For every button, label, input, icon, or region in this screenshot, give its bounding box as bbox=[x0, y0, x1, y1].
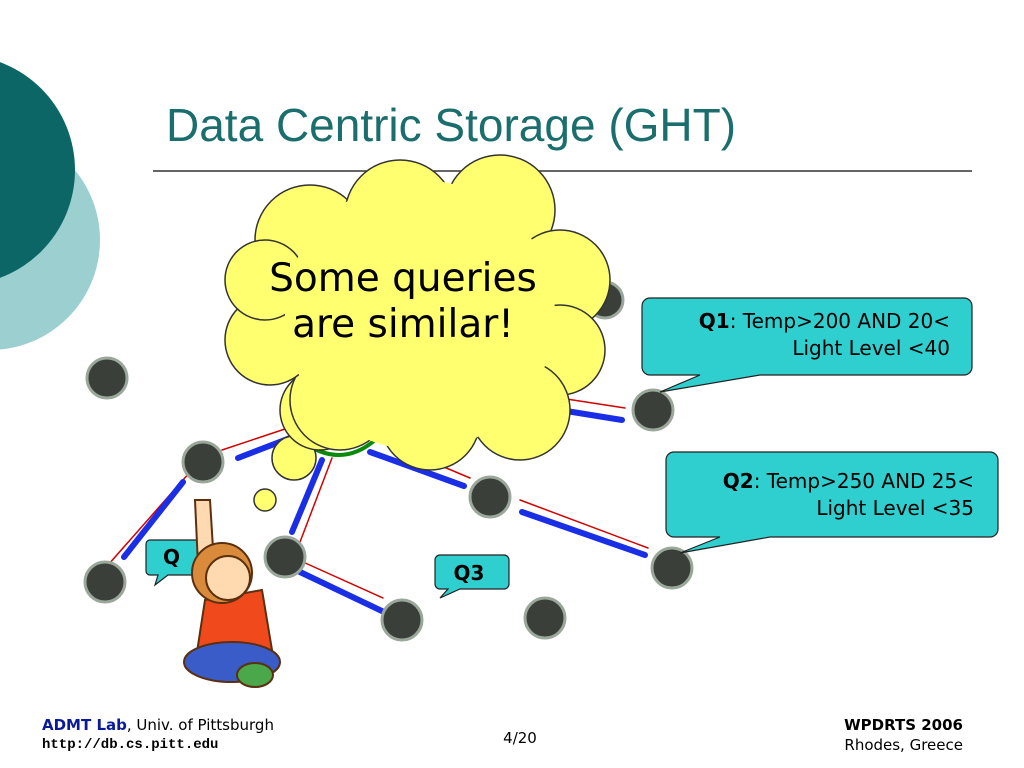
callout-text: : Temp>250 AND 25< Light Level <35 bbox=[753, 469, 974, 520]
callout-q1: Q1: Temp>200 AND 20< Light Level <40 bbox=[650, 308, 950, 362]
callout-q2: Q2: Temp>250 AND 25< Light Level <35 bbox=[674, 468, 974, 522]
footer-conference: WPDRTS 2006 bbox=[844, 716, 963, 734]
callout-label: Q3 bbox=[453, 561, 485, 585]
girl-illustration bbox=[183, 499, 281, 688]
thought-text: Some queries are similar! bbox=[269, 256, 537, 347]
thought-cloud-fill bbox=[285, 180, 555, 450]
callout-text: : Temp>200 AND 20< Light Level <40 bbox=[729, 309, 950, 360]
slide-title: Data Centric Storage (GHT) bbox=[166, 99, 737, 151]
callout-q3: Q3 bbox=[444, 560, 494, 587]
callout-q: Q bbox=[163, 544, 180, 571]
callout-label: Q1 bbox=[698, 309, 730, 333]
callout-label: Q bbox=[163, 545, 181, 569]
footer-url: http://db.cs.pitt.edu bbox=[42, 737, 219, 753]
callout-boxes bbox=[145, 297, 999, 599]
deco-circle bbox=[0, 62, 75, 278]
footer-lab: ADMT Lab bbox=[42, 716, 127, 734]
footer-university: , Univ. of Pittsburgh bbox=[126, 716, 274, 734]
footer-right: WPDRTS 2006 Rhodes, Greece bbox=[844, 715, 963, 755]
footer-location: Rhodes, Greece bbox=[844, 736, 963, 754]
page-number: 4/20 bbox=[503, 729, 537, 747]
callout-label: Q2 bbox=[722, 469, 754, 493]
footer-left: ADMT Lab, Univ. of Pittsburgh http://db.… bbox=[42, 715, 274, 755]
